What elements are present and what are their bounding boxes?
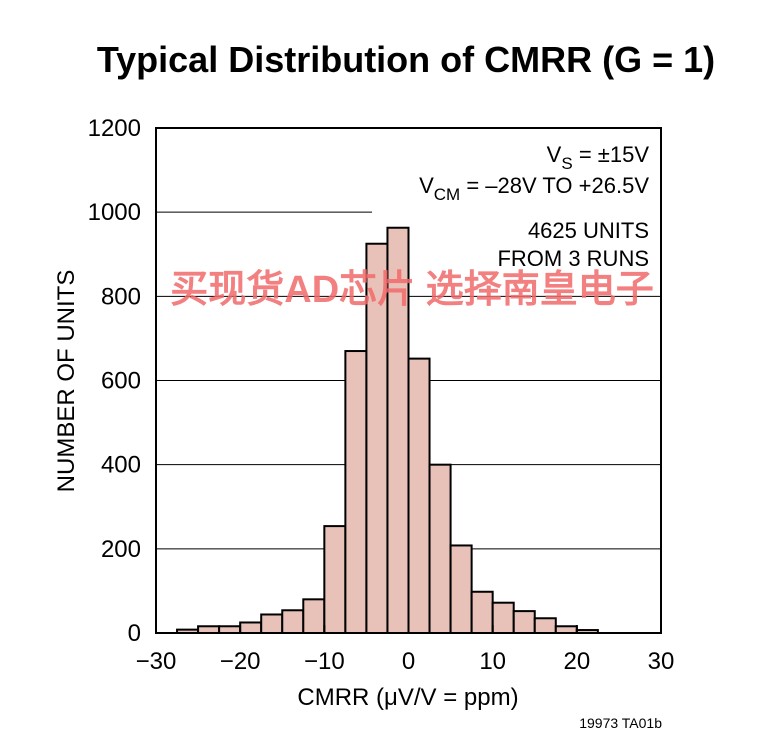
- y-tick-label-2: 400: [101, 452, 141, 479]
- histogram-bar-12: [428, 463, 452, 634]
- x-tick-label-2: −10: [304, 648, 345, 675]
- y-tick-label-6: 1200: [88, 115, 141, 142]
- histogram-bar-3: [239, 621, 263, 635]
- ticks-layer: −30 −20 −10 0 10 20 30 0 200 400 600 800 1000 1200: [88, 115, 675, 675]
- y-axis-label: NUMBER OF UNITS: [53, 270, 80, 493]
- histogram-bar-5: [281, 609, 305, 635]
- histogram-bar-8: [344, 350, 368, 634]
- x-tick-label-6: 30: [648, 648, 675, 675]
- bars-layer: [176, 226, 599, 635]
- y-tick-label-1: 200: [101, 536, 141, 563]
- histogram-bar-16: [512, 610, 536, 634]
- x-tick-label-0: −30: [136, 648, 177, 675]
- x-tick-label-4: 10: [479, 648, 506, 675]
- units-annotation-line1: 4625 UNITS: [528, 218, 649, 243]
- histogram-bar-15: [491, 601, 515, 635]
- histogram-bar-6: [302, 598, 326, 634]
- y-tick-label-5: 1000: [88, 199, 141, 226]
- histogram-bar-13: [449, 544, 473, 635]
- vcm-annotation: VCM = –28V TO +26.5V: [419, 173, 649, 204]
- x-axis-label: CMRR (μV/V = ppm): [297, 684, 518, 711]
- histogram-bar-14: [470, 590, 494, 635]
- vcm-value: = –28V TO +26.5V: [460, 173, 649, 198]
- x-tick-label-3: 0: [402, 648, 415, 675]
- chart-title: Typical Distribution of CMRR (G = 1): [97, 39, 715, 80]
- x-tick-label-1: −20: [220, 648, 261, 675]
- y-tick-label-3: 600: [101, 368, 141, 395]
- vs-subscript: S: [561, 154, 572, 173]
- histogram-bar-17: [533, 617, 557, 634]
- units-annotation-line2: FROM 3 RUNS: [497, 246, 649, 271]
- x-tick-label-5: 20: [563, 648, 590, 675]
- vcm-subscript: CM: [434, 185, 460, 204]
- watermark-text: 买现货AD芯片 选择南皇电子: [170, 269, 653, 311]
- histogram-bar-18: [554, 625, 578, 634]
- histogram-bar-7: [323, 525, 347, 635]
- vs-annotation: VS = ±15V: [547, 142, 650, 173]
- vs-prefix: V: [547, 142, 562, 167]
- histogram-bar-2: [218, 625, 242, 634]
- figure-footnote: 19973 TA01b: [579, 715, 662, 731]
- vcm-prefix: V: [419, 173, 434, 198]
- vs-value: = ±15V: [573, 142, 650, 167]
- histogram-bar-1: [197, 625, 221, 634]
- y-tick-label-0: 0: [128, 620, 141, 647]
- histogram-bar-4: [260, 613, 284, 635]
- y-tick-label-4: 800: [101, 283, 141, 310]
- histogram-bar-11: [407, 357, 431, 634]
